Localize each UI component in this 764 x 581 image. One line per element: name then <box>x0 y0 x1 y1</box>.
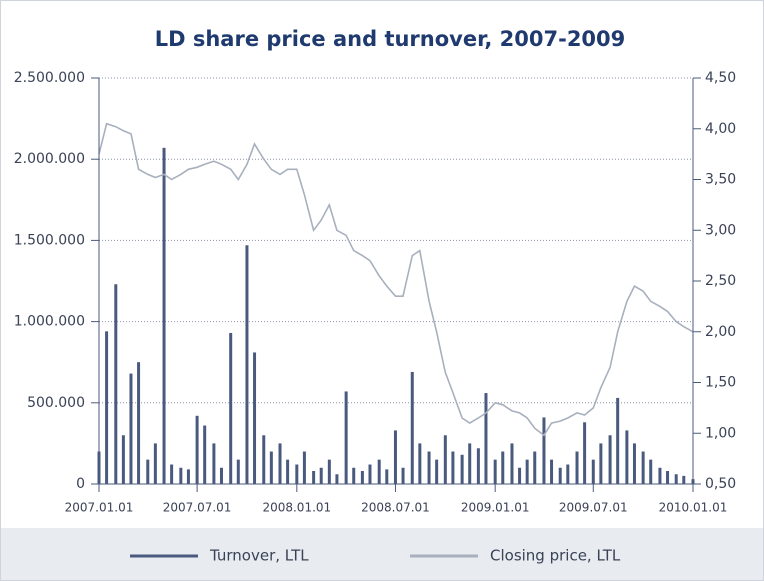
bar <box>286 459 290 484</box>
bar <box>245 245 249 484</box>
bar <box>542 417 546 484</box>
x-tick-label: 2008.07.01 <box>361 501 430 515</box>
bar <box>385 469 389 484</box>
bar <box>608 435 612 484</box>
bar <box>558 467 562 484</box>
bar <box>236 459 240 484</box>
bar <box>427 451 431 484</box>
bar <box>219 467 223 484</box>
bar <box>566 464 570 484</box>
bar <box>682 475 686 484</box>
bar <box>591 459 595 484</box>
bar <box>476 448 480 484</box>
y2-tick-label: 1,50 <box>705 375 736 391</box>
bar <box>269 451 273 484</box>
bar <box>170 464 174 484</box>
bar <box>625 430 629 484</box>
bar <box>599 443 603 484</box>
y2-tick-label: 3,50 <box>705 172 736 188</box>
y-tick-label: 2.000.000 <box>14 151 85 167</box>
bar <box>335 474 339 484</box>
bar <box>575 451 579 484</box>
x-tick-label: 2008.01.01 <box>262 501 331 515</box>
y2-tick-label: 4,50 <box>705 70 736 86</box>
y2-tick-label: 0,50 <box>705 476 736 492</box>
legend-label: Turnover, LTL <box>209 547 309 565</box>
x-tick-label: 2009.07.01 <box>559 501 628 515</box>
bar <box>203 425 207 484</box>
bar <box>410 371 414 484</box>
bar <box>327 459 331 484</box>
bar <box>129 373 133 484</box>
bar <box>105 331 109 484</box>
bar <box>186 469 190 484</box>
y2-tick-label: 2,00 <box>705 324 736 340</box>
bar <box>312 471 316 484</box>
x-tick-label: 2007.07.01 <box>163 501 232 515</box>
bar <box>658 467 662 484</box>
y2-tick-label: 2,50 <box>705 273 736 289</box>
bar <box>510 443 514 484</box>
bar <box>518 467 522 484</box>
bar <box>121 435 125 484</box>
bar <box>451 451 455 484</box>
x-tick-label: 2009.01.01 <box>461 501 530 515</box>
bar <box>484 393 488 484</box>
bar <box>666 471 670 484</box>
bar <box>195 415 199 484</box>
bar <box>179 467 183 484</box>
bar <box>632 443 636 484</box>
bar <box>493 459 497 484</box>
bar <box>262 435 266 484</box>
bar <box>393 430 397 484</box>
y-tick-label: 0 <box>76 476 85 492</box>
bar <box>229 332 233 484</box>
legend-band <box>1 528 763 580</box>
bar <box>401 467 405 484</box>
y-tick-label: 2.500.000 <box>14 70 85 86</box>
bar <box>674 474 678 484</box>
bar <box>641 451 645 484</box>
y-tick-label: 500.000 <box>27 395 85 411</box>
bar <box>344 391 348 484</box>
bar <box>550 459 554 484</box>
y2-tick-label: 3,00 <box>705 222 736 238</box>
bar <box>319 467 323 484</box>
price-line <box>98 122 694 437</box>
bar <box>649 459 653 484</box>
x-tick-label: 2007.01.01 <box>65 501 134 515</box>
bar <box>278 443 282 484</box>
bar <box>302 451 306 484</box>
bar <box>212 443 216 484</box>
bar <box>377 459 381 484</box>
legend-label: Closing price, LTL <box>490 547 621 565</box>
bar <box>137 362 141 484</box>
bar <box>468 443 472 484</box>
bar <box>583 422 587 484</box>
bar <box>253 352 257 484</box>
x-tick-label: 2010.01.01 <box>659 501 728 515</box>
bar <box>418 443 422 484</box>
bar <box>146 459 150 484</box>
bar <box>525 459 529 484</box>
bar <box>460 454 464 484</box>
y-tick-label: 1.500.000 <box>14 232 85 248</box>
bar <box>360 471 364 484</box>
bar <box>114 284 118 484</box>
y2-tick-label: 1,00 <box>705 425 736 441</box>
bar <box>443 435 447 484</box>
bar <box>368 464 372 484</box>
y-tick-label: 1.000.000 <box>14 314 85 330</box>
bar <box>501 451 505 484</box>
chart-title: LD share price and turnover, 2007-2009 <box>155 27 626 51</box>
bar <box>162 147 166 484</box>
bar <box>533 451 537 484</box>
y2-tick-label: 4,00 <box>705 121 736 137</box>
bar <box>295 464 299 484</box>
bar <box>616 397 620 484</box>
bar <box>153 443 157 484</box>
bar <box>352 467 356 484</box>
bar <box>435 459 439 484</box>
